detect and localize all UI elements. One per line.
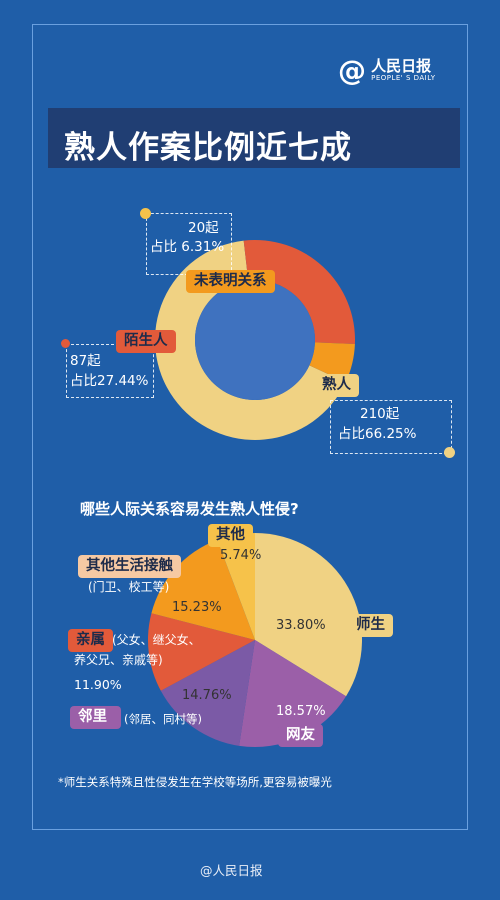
unlabeled-tag: 未表明关系 (186, 270, 275, 293)
teacher-slice (255, 533, 362, 697)
unlabeled-slice (309, 342, 355, 383)
donut-hole (195, 280, 315, 400)
family-pct: 11.90% (74, 677, 122, 692)
netfriend-pct: 18.57% (276, 704, 326, 719)
family-slice (148, 613, 255, 691)
neighbor-slice (160, 640, 255, 746)
neighbor-tag: 邻里 (70, 706, 121, 729)
unlabeled-count: 20起 (188, 220, 219, 236)
other-slice (217, 533, 255, 640)
unlabeled-share: 占比 6.31% (150, 239, 225, 255)
family-detail-2: 养父兄、亲戚等) (74, 653, 163, 667)
logo-at-icon: @ (338, 54, 366, 87)
stranger-callout-box (66, 344, 154, 398)
family-detail-1: (父女、继父女、 (112, 633, 201, 647)
stranger-dot (61, 339, 70, 348)
acquaintance-count: 210起 (360, 406, 400, 422)
other-tag: 其他 (208, 524, 253, 547)
weibo-footer: @人民日报 (200, 863, 263, 878)
acquaintance-share: 占比66.25% (338, 426, 417, 442)
logo-english: PEOPLE' S DAILY (371, 73, 436, 82)
neighbor-detail: (邻居、同村等) (124, 712, 202, 726)
teacher-pct: 33.80% (276, 618, 326, 633)
title-bar (48, 108, 460, 168)
other-pct: 5.74% (220, 548, 262, 563)
footnote: *师生关系特殊且性侵发生在学校等场所,更容易被曝光 (58, 775, 332, 789)
acquaintance-dot (444, 447, 455, 458)
logo-chinese: 人民日报 (371, 57, 432, 76)
acquaintance-tag: 熟人 (314, 374, 359, 397)
pie-question: 哪些人际关系容易发生熟人性侵? (80, 500, 299, 518)
life-slice (151, 539, 255, 640)
netfriend-tag: 网友 (278, 724, 323, 747)
stranger-share: 占比27.44% (70, 373, 149, 389)
peoples-daily-logo: @ 人民日报 PEOPLE' S DAILY (338, 54, 435, 87)
stranger-slice (243, 240, 356, 344)
unlabeled-dot (140, 208, 151, 219)
life-detail: (门卫、校工等) (88, 580, 170, 594)
neighbor-pct: 14.76% (182, 688, 232, 703)
life-tag: 其他生活接触 (78, 555, 181, 578)
family-tag: 亲属 (68, 629, 113, 652)
acquaintance-callout-box (330, 400, 452, 454)
life-pct: 15.23% (172, 600, 222, 615)
content-frame (32, 24, 468, 830)
netfriend-slice (239, 640, 347, 747)
stranger-tag: 陌生人 (116, 330, 176, 353)
teacher-tag: 师生 (348, 614, 393, 637)
stranger-count: 87起 (70, 353, 101, 369)
page-title: 熟人作案比例近七成 (64, 130, 352, 166)
